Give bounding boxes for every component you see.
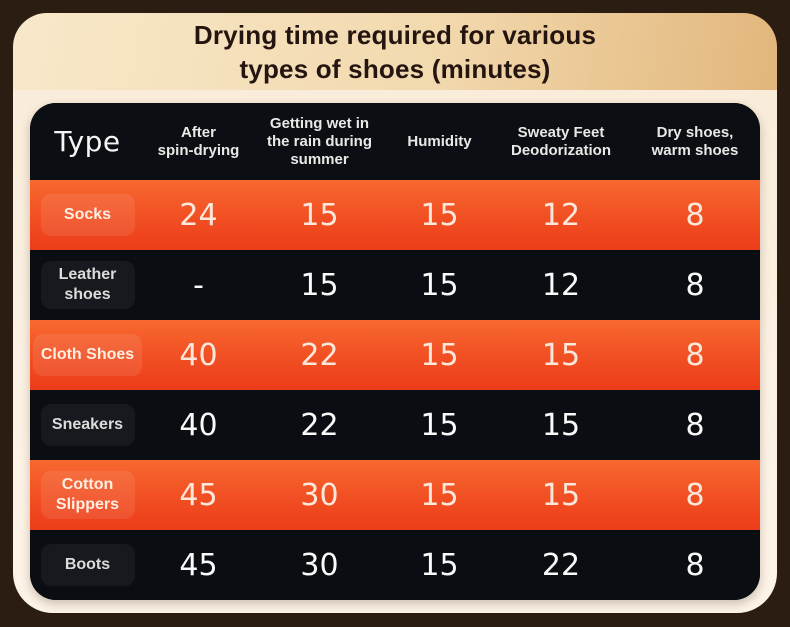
value-leather-sweaty: 12 (541, 267, 581, 303)
table-row-socks: Socks 24 15 15 12 8 (30, 180, 760, 250)
column-header-dry-warm-shoes: Dry shoes, warm shoes (651, 123, 739, 159)
value-sneakers-humidity: 15 (420, 407, 459, 443)
value-socks-spin-drying: 24 (179, 197, 218, 233)
row-label-sneakers: Sneakers (40, 404, 135, 446)
value-cloth-humidity: 15 (420, 337, 459, 373)
value-sneakers-dry-warm: 8 (685, 407, 705, 443)
value-cotton-rain: 30 (300, 477, 339, 513)
value-cotton-dry-warm: 8 (685, 477, 705, 513)
column-header-humidity: Humidity (407, 132, 472, 150)
value-cloth-dry-warm: 8 (685, 337, 705, 373)
column-header-wet-in-rain: Getting wet in the rain during summer (267, 114, 372, 168)
value-boots-humidity: 15 (420, 547, 459, 583)
value-boots-spin-drying: 45 (179, 547, 218, 583)
table-row-sneakers: Sneakers 40 22 15 15 8 (30, 390, 760, 460)
row-label-cloth-shoes: Cloth Shoes (32, 334, 143, 376)
page-title-line2: types of shoes (minutes) (239, 53, 551, 84)
value-cotton-spin-drying: 45 (179, 477, 218, 513)
value-socks-dry-warm: 8 (685, 197, 705, 233)
page-title-line1: Drying time required for various (193, 19, 597, 50)
value-sneakers-spin-drying: 40 (179, 407, 218, 443)
value-sneakers-rain: 22 (300, 407, 339, 443)
value-socks-rain: 15 (300, 197, 339, 233)
value-leather-spin-drying: - (193, 267, 204, 303)
value-leather-dry-warm: 8 (685, 267, 705, 303)
value-boots-dry-warm: 8 (685, 547, 705, 583)
table-row-cotton-slippers: Cotton Slippers 45 30 15 15 8 (30, 460, 760, 530)
column-header-sweaty-feet: Sweaty Feet Deodorization (511, 123, 611, 159)
value-leather-humidity: 15 (420, 267, 459, 303)
value-sneakers-sweaty: 15 (541, 407, 581, 443)
table-row-boots: Boots 45 30 15 22 8 (30, 530, 760, 600)
row-label-socks: Socks (40, 194, 135, 236)
column-header-type: Type (54, 125, 121, 158)
value-boots-sweaty: 22 (541, 547, 581, 583)
value-cotton-sweaty: 15 (541, 477, 581, 513)
drying-time-table: Type After spin-drying Getting wet in th… (30, 103, 760, 600)
value-cotton-humidity: 15 (420, 477, 459, 513)
row-label-leather-shoes: Leather shoes (40, 261, 135, 309)
value-cloth-sweaty: 15 (541, 337, 581, 373)
value-boots-rain: 30 (300, 547, 339, 583)
row-label-boots: Boots (40, 544, 135, 586)
table-row-cloth-shoes: Cloth Shoes 40 22 15 15 8 (30, 320, 760, 390)
title-panel: Drying time required for various types o… (13, 13, 777, 90)
table-row-leather-shoes: Leather shoes - 15 15 12 8 (30, 250, 760, 320)
value-cloth-rain: 22 (300, 337, 339, 373)
value-leather-rain: 15 (300, 267, 339, 303)
value-socks-sweaty: 12 (541, 197, 581, 233)
row-label-cotton-slippers: Cotton Slippers (40, 471, 135, 519)
value-socks-humidity: 15 (420, 197, 459, 233)
table-background-panel: Type After spin-drying Getting wet in th… (13, 90, 777, 613)
value-cloth-spin-drying: 40 (179, 337, 218, 373)
table-header-row: Type After spin-drying Getting wet in th… (30, 103, 760, 180)
column-header-after-spin-drying: After spin-drying (157, 123, 240, 159)
